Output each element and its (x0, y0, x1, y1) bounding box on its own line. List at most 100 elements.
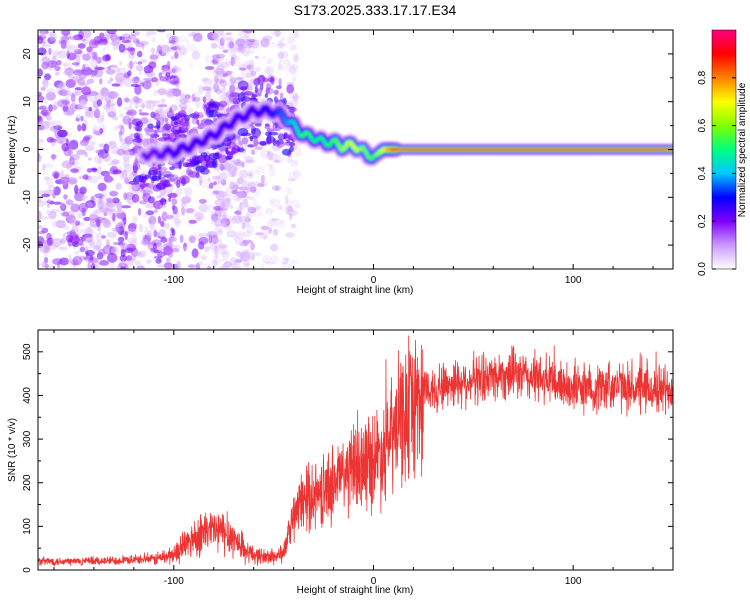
noise-blob (107, 111, 117, 118)
noise-blob (123, 77, 132, 87)
noise-blob (245, 72, 254, 79)
noise-blob (259, 264, 265, 269)
noise-blob (45, 209, 51, 215)
noise-blob (148, 215, 157, 225)
noise-blob (101, 112, 105, 122)
noise-blob (116, 223, 124, 233)
noise-blob (251, 252, 262, 257)
noise-blob (160, 197, 167, 206)
noise-blob (138, 67, 143, 76)
noise-blob (220, 166, 227, 170)
noise-blob (38, 262, 42, 268)
noise-blob (161, 98, 166, 108)
noise-blob (213, 83, 220, 92)
noise-blob (51, 50, 62, 55)
noise-blob (237, 44, 244, 52)
noise-blob (122, 115, 131, 125)
noise-blob (161, 45, 172, 55)
noise-blob (86, 46, 93, 53)
noise-blob (218, 191, 228, 198)
noise-blob (189, 160, 200, 167)
noise-blob (119, 242, 129, 249)
noise-blob (205, 54, 212, 64)
noise-blob (179, 46, 187, 56)
noise-blob (106, 231, 117, 239)
noise-blob (123, 72, 131, 79)
noise-blob (158, 107, 165, 118)
noise-blob (109, 141, 117, 148)
noise-blob (109, 191, 118, 197)
noise-blob (55, 219, 66, 229)
noise-blob (267, 131, 279, 136)
noise-blob (60, 212, 67, 217)
noise-blob (56, 84, 61, 93)
noise-blob (235, 162, 243, 166)
noise-blob (225, 194, 232, 199)
noise-blob (208, 234, 213, 244)
noise-blob (214, 87, 223, 93)
spectrogram-x-tick-label: 100 (565, 275, 582, 286)
noise-blob (135, 64, 144, 72)
noise-blob (38, 225, 43, 229)
noise-blob (230, 164, 239, 171)
noise-blob (217, 239, 223, 247)
noise-blob (111, 83, 121, 87)
noise-blob (240, 86, 248, 91)
noise-blob (127, 151, 134, 159)
noise-blob (71, 76, 82, 83)
noise-blob (211, 213, 219, 222)
noise-blob (121, 40, 132, 44)
noise-blob (38, 138, 43, 144)
noise-blob (219, 246, 226, 251)
noise-blob (80, 99, 87, 108)
noise-blob (179, 93, 187, 101)
noise-blob (119, 138, 129, 144)
noise-blob (165, 91, 175, 98)
noise-blob (197, 123, 205, 130)
noise-blob (215, 78, 227, 84)
noise-blob (150, 175, 161, 181)
noise-blob (128, 222, 138, 230)
noise-blob (223, 162, 232, 172)
noise-blob (220, 79, 225, 84)
noise-blob (125, 111, 134, 116)
noise-blob (148, 219, 153, 229)
noise-blob (180, 197, 191, 204)
noise-blob (112, 115, 118, 121)
noise-blob (171, 198, 178, 206)
noise-blob (200, 118, 211, 126)
noise-blob (202, 86, 212, 91)
noise-blob (78, 71, 87, 80)
noise-blob (184, 187, 193, 197)
noise-blob (221, 165, 226, 170)
noise-blob (200, 204, 210, 213)
noise-blob (168, 192, 178, 199)
noise-blob (231, 159, 242, 164)
noise-blob (38, 47, 47, 56)
noise-blob (253, 77, 261, 86)
noise-blob (168, 250, 174, 259)
noise-blob (178, 50, 184, 58)
noise-blob (192, 126, 200, 131)
noise-blob (260, 149, 269, 159)
noise-blob (129, 98, 133, 109)
noise-blob (126, 255, 132, 262)
noise-blob (60, 176, 69, 180)
noise-blob (174, 66, 182, 72)
noise-blob (220, 251, 228, 255)
noise-blob (93, 155, 104, 164)
noise-blob (103, 175, 113, 183)
noise-blob (67, 177, 78, 185)
noise-blob (236, 230, 245, 236)
noise-blob (95, 232, 103, 242)
noise-blob (145, 79, 154, 83)
noise-blob (44, 120, 54, 127)
noise-blob (68, 147, 73, 158)
noise-blob (118, 36, 126, 41)
noise-blob (226, 230, 237, 238)
noise-blob (138, 266, 143, 269)
noise-blob (98, 207, 110, 212)
noise-blob (247, 144, 255, 148)
noise-blob (138, 112, 150, 116)
noise-blob (174, 220, 181, 228)
